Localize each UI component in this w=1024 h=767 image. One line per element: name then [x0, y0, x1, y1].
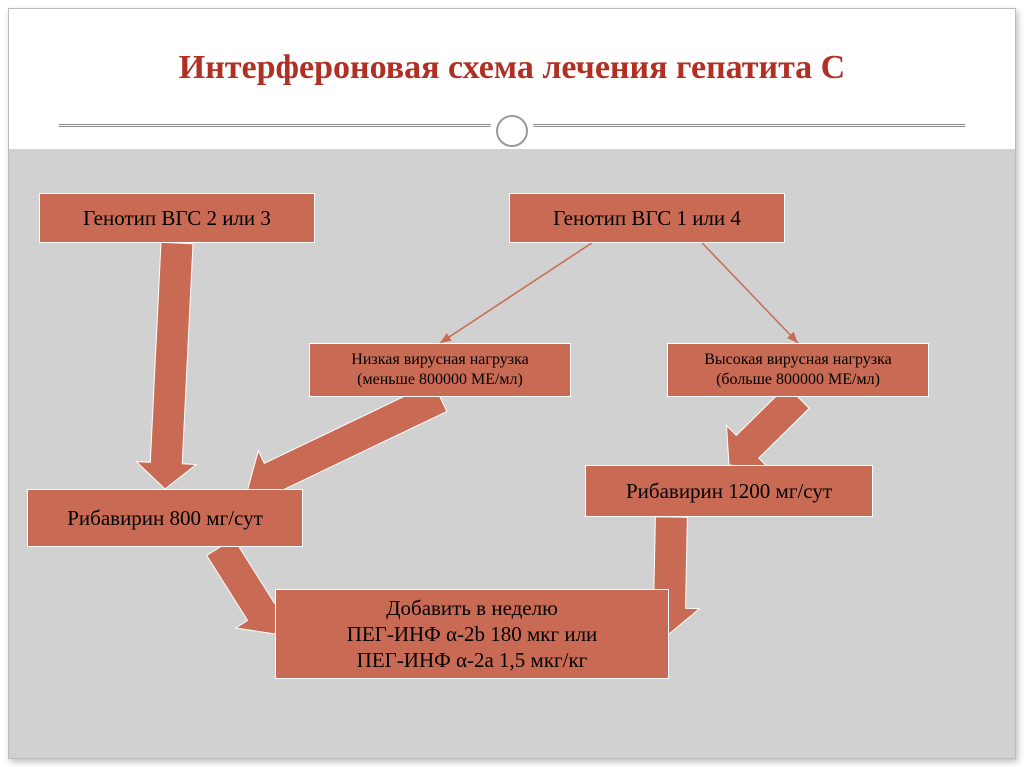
circle-icon: [496, 115, 528, 147]
flowchart-node-g14: Генотип ВГС 1 или 4: [509, 193, 785, 243]
flowchart-node-high: Высокая вирусная нагрузка(больше 800000 …: [667, 343, 929, 397]
flowchart-node-low: Низкая вирусная нагрузка(меньше 800000 М…: [309, 343, 571, 397]
slide: Интерфероновая схема лечения гепатита С …: [8, 8, 1016, 759]
flowchart-node-r800: Рибавирин 800 мг/сут: [27, 489, 303, 547]
slide-title: Интерфероновая схема лечения гепатита С: [9, 9, 1015, 87]
title-ornament: [490, 109, 534, 153]
flowchart-node-r1200: Рибавирин 1200 мг/сут: [585, 465, 873, 517]
title-area: Интерфероновая схема лечения гепатита С: [9, 9, 1015, 149]
flowchart-canvas: Генотип ВГС 2 или 3 Генотип ВГС 1 или 4 Ни…: [9, 149, 1015, 758]
flowchart-node-g23: Генотип ВГС 2 или 3: [39, 193, 315, 243]
flowchart-node-final: Добавить в неделюПЕГ-ИНФ α-2b 180 мкг ил…: [275, 589, 669, 679]
